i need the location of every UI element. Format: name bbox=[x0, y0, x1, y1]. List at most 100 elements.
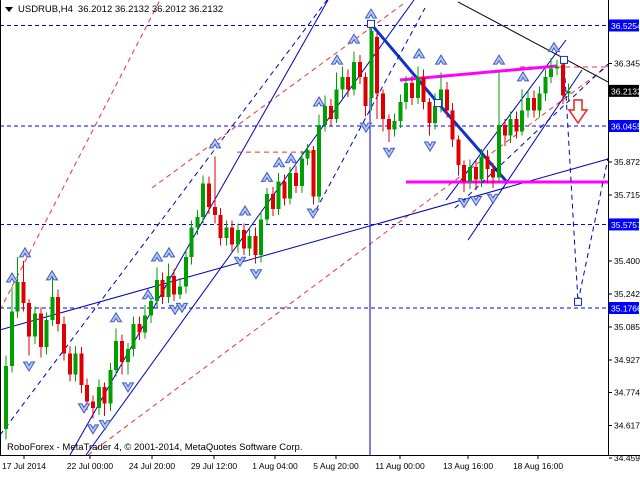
level-lines bbox=[0, 24, 608, 309]
line-anchor-square[interactable] bbox=[367, 19, 375, 28]
trend-line-blue-dash-right[interactable] bbox=[454, 63, 609, 209]
fractal-up-icon bbox=[45, 269, 59, 281]
fractal-down-icon bbox=[469, 195, 483, 207]
candle-body bbox=[79, 353, 84, 385]
candle-body bbox=[398, 102, 403, 121]
line-anchor-square[interactable] bbox=[434, 99, 442, 108]
price-tick-label: 34.9275 bbox=[614, 355, 640, 365]
candle-body bbox=[114, 340, 119, 371]
fractal-up-icon bbox=[150, 251, 164, 262]
time-tick-label: 11 Aug 00:00 bbox=[375, 461, 425, 471]
candle-body bbox=[514, 118, 519, 132]
chart-title-bar: USDRUB,H4 36.2012 36.2132 36.2012 36.213… bbox=[5, 4, 223, 15]
line-anchor-square[interactable] bbox=[574, 297, 582, 306]
candle-body bbox=[433, 106, 438, 123]
candle-body bbox=[439, 89, 443, 107]
trend-line-blue-support-long[interactable] bbox=[0, 158, 609, 331]
candle-body bbox=[56, 296, 61, 325]
candle-body bbox=[497, 125, 501, 178]
candle-body bbox=[421, 76, 426, 103]
line-anchor-square[interactable] bbox=[560, 55, 568, 64]
price-tick-label: 34.6170 bbox=[614, 420, 640, 430]
candle-body bbox=[230, 227, 235, 245]
candle-body bbox=[526, 97, 530, 111]
price-badge bbox=[609, 19, 639, 32]
candle-body bbox=[305, 150, 310, 159]
candle-body bbox=[288, 173, 293, 199]
fractal-up-icon bbox=[364, 8, 378, 19]
time-tick-label: 24 Jul 20:00 bbox=[129, 461, 176, 471]
candle-body bbox=[44, 319, 49, 348]
sell-signal-arrow-icon[interactable] bbox=[567, 99, 589, 125]
candle-body bbox=[85, 384, 90, 402]
candle-body bbox=[189, 227, 194, 258]
candle-body bbox=[444, 89, 449, 111]
trend-line-magenta-resistance[interactable] bbox=[399, 64, 558, 82]
candle-body bbox=[352, 62, 356, 90]
fractal-up-icon bbox=[5, 272, 19, 283]
trend-line-red-mid-ascending[interactable] bbox=[151, 1, 407, 189]
candle-body bbox=[125, 349, 130, 362]
trend-line-blue-dash-projection[interactable] bbox=[577, 157, 609, 303]
fractal-up-icon bbox=[347, 33, 361, 44]
fractal-up-icon bbox=[141, 288, 155, 300]
trend-line-blue-dash-measure[interactable] bbox=[563, 59, 579, 302]
fractal-down-icon bbox=[98, 420, 112, 431]
fractal-up-icon bbox=[238, 204, 252, 216]
candle-body bbox=[479, 156, 484, 180]
candle-body bbox=[485, 156, 490, 170]
candle-body bbox=[9, 311, 14, 366]
trend-line-blue-dash-long[interactable] bbox=[0, 0, 328, 436]
candle-body bbox=[178, 286, 182, 295]
fractal-up-icon bbox=[109, 311, 123, 323]
candle-body bbox=[346, 76, 351, 90]
price-badge bbox=[609, 120, 639, 133]
candle-body bbox=[102, 386, 107, 404]
symbol-dropdown-icon[interactable] bbox=[5, 7, 13, 12]
time-tick-label: 13 Aug 16:00 bbox=[443, 461, 493, 471]
candle-body bbox=[91, 401, 95, 408]
ohlc-readout: 36.2012 36.2132 36.2012 36.2132 bbox=[77, 4, 224, 15]
time-axis[interactable]: 17 Jul 2014 22 Jul 00:00 24 Jul 20:00 29 Ju… bbox=[2, 456, 563, 471]
candle-body bbox=[468, 166, 472, 182]
price-tick-label: 35.8725 bbox=[614, 157, 640, 167]
candle-body bbox=[543, 76, 548, 94]
fractal-down-icon bbox=[382, 147, 396, 159]
symbol-period-label: USDRUB,H4 bbox=[18, 4, 73, 15]
candle-body bbox=[50, 296, 55, 320]
candle-body bbox=[207, 183, 211, 207]
copyright-label: RoboForex - MetaTrader 4, © 2001-2014, M… bbox=[7, 442, 303, 453]
trend-line-black-descending[interactable] bbox=[457, 1, 609, 83]
candle-body bbox=[381, 93, 385, 119]
trend-line-blue-dash-mid[interactable] bbox=[315, 7, 426, 211]
candle-body bbox=[160, 280, 165, 297]
candle-body bbox=[502, 125, 507, 136]
price-axis[interactable]: 36.3450 35.8725 35.7150 35.4000 35.2425 35.08… bbox=[609, 19, 640, 463]
candle-body bbox=[265, 194, 269, 220]
trend-line-red-steep-left[interactable] bbox=[0, 0, 161, 311]
fractal-down-icon bbox=[22, 361, 36, 372]
candle-body bbox=[15, 282, 20, 312]
candle-body bbox=[218, 215, 223, 239]
price-badge bbox=[609, 84, 639, 97]
candle-body bbox=[520, 110, 525, 132]
fractal-up-icon bbox=[434, 54, 448, 65]
candle-body bbox=[201, 183, 206, 218]
fractal-up-icon bbox=[547, 41, 561, 53]
candle-body bbox=[108, 370, 113, 404]
candle-body bbox=[549, 68, 554, 77]
candle-body bbox=[294, 173, 298, 186]
candle-body bbox=[270, 194, 275, 209]
time-tick-label: 29 Jul 12:00 bbox=[191, 461, 238, 471]
price-tick-label: 35.2425 bbox=[614, 289, 640, 299]
candle-body bbox=[375, 37, 380, 94]
fractal-up-icon bbox=[284, 152, 298, 164]
candle-body bbox=[21, 282, 26, 304]
price-badge-label: 35.1766 bbox=[611, 304, 640, 314]
candle-body bbox=[299, 158, 304, 186]
candle-body bbox=[566, 90, 571, 94]
fractal-up-icon bbox=[162, 246, 176, 258]
candle-body bbox=[96, 386, 101, 408]
